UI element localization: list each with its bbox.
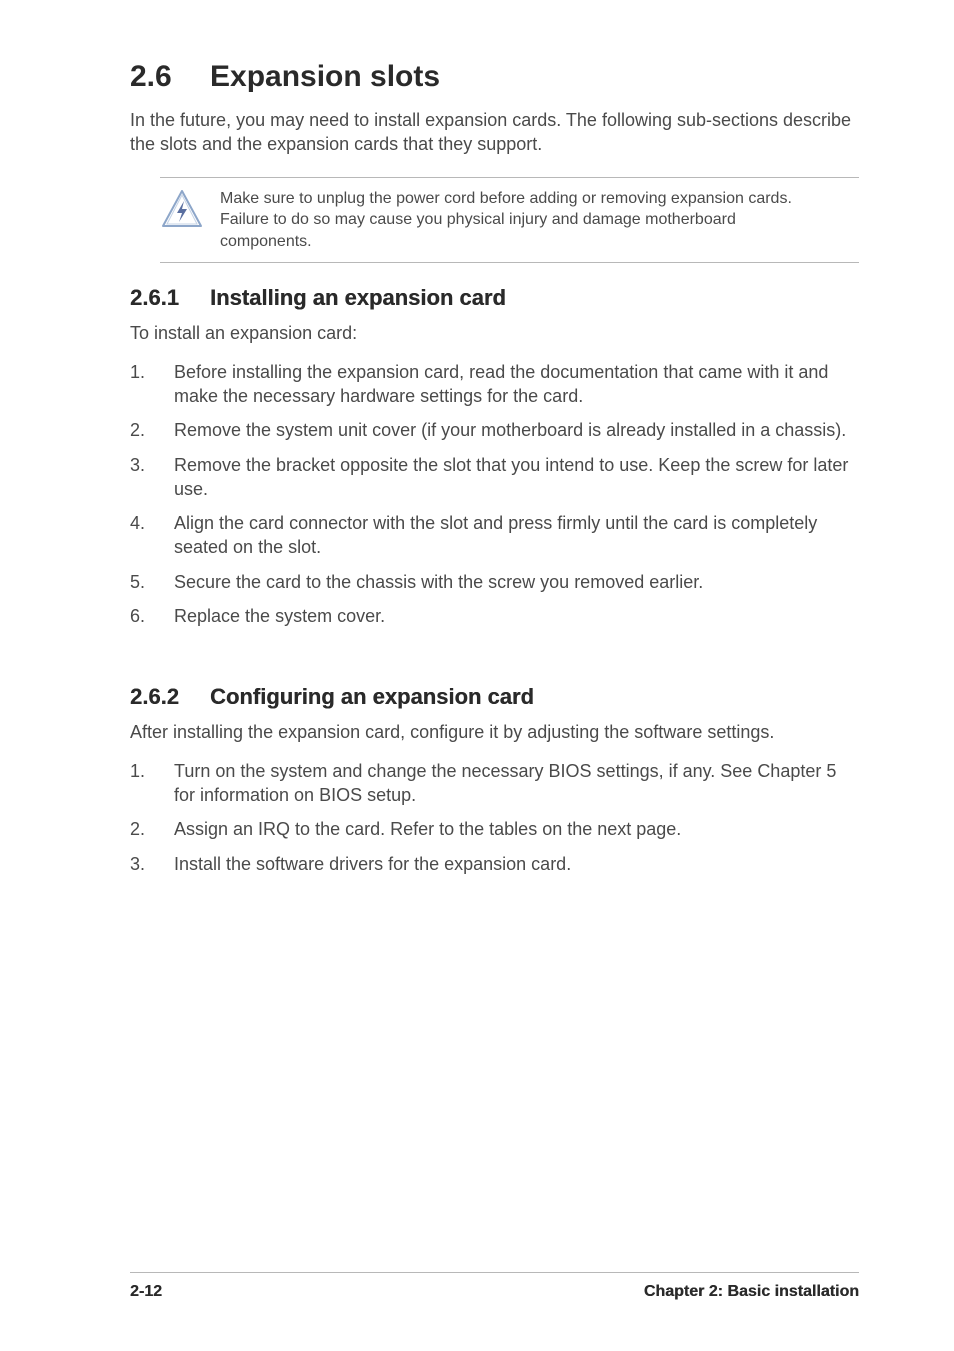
subsection-heading-2: 2.6.2 Configuring an expansion card <box>130 684 859 710</box>
subsection-title-2: Configuring an expansion card <box>210 684 534 710</box>
subsection-number-1: 2.6.1 <box>130 285 210 311</box>
list-item: Align the card connector with the slot a… <box>130 511 859 560</box>
list-item: Remove the system unit cover (if your mo… <box>130 418 859 442</box>
list-item: Secure the card to the chassis with the … <box>130 570 859 594</box>
list-item: Before installing the expansion card, re… <box>130 360 859 409</box>
subsection-title-1: Installing an expansion card <box>210 285 506 311</box>
subsection-heading-1: 2.6.1 Installing an expansion card <box>130 285 859 311</box>
section-heading: 2.6 Expansion slots <box>130 60 859 94</box>
intro-paragraph: In the future, you may need to install e… <box>130 108 859 157</box>
section-title: Expansion slots <box>210 60 440 94</box>
list-item: Turn on the system and change the necess… <box>130 759 859 808</box>
chapter-label: Chapter 2: Basic installation <box>644 1283 859 1301</box>
warning-bolt-icon <box>160 188 220 232</box>
list-item: Replace the system cover. <box>130 604 859 628</box>
install-steps-list: Before installing the expansion card, re… <box>130 360 859 629</box>
list-item: Remove the bracket opposite the slot tha… <box>130 453 859 502</box>
list-item: Install the software drivers for the exp… <box>130 852 859 876</box>
page-footer: 2-12 Chapter 2: Basic installation <box>130 1283 859 1301</box>
warning-callout: Make sure to unplug the power cord befor… <box>160 177 859 264</box>
subsection-number-2: 2.6.2 <box>130 684 210 710</box>
page-number: 2-12 <box>130 1283 162 1301</box>
subsection-intro-1: To install an expansion card: <box>130 321 859 345</box>
section-number: 2.6 <box>130 60 210 94</box>
list-item: Assign an IRQ to the card. Refer to the … <box>130 817 859 841</box>
configure-steps-list: Turn on the system and change the necess… <box>130 759 859 876</box>
footer-rule <box>130 1272 859 1273</box>
subsection-intro-2: After installing the expansion card, con… <box>130 720 859 744</box>
warning-text: Make sure to unplug the power cord befor… <box>220 188 859 253</box>
